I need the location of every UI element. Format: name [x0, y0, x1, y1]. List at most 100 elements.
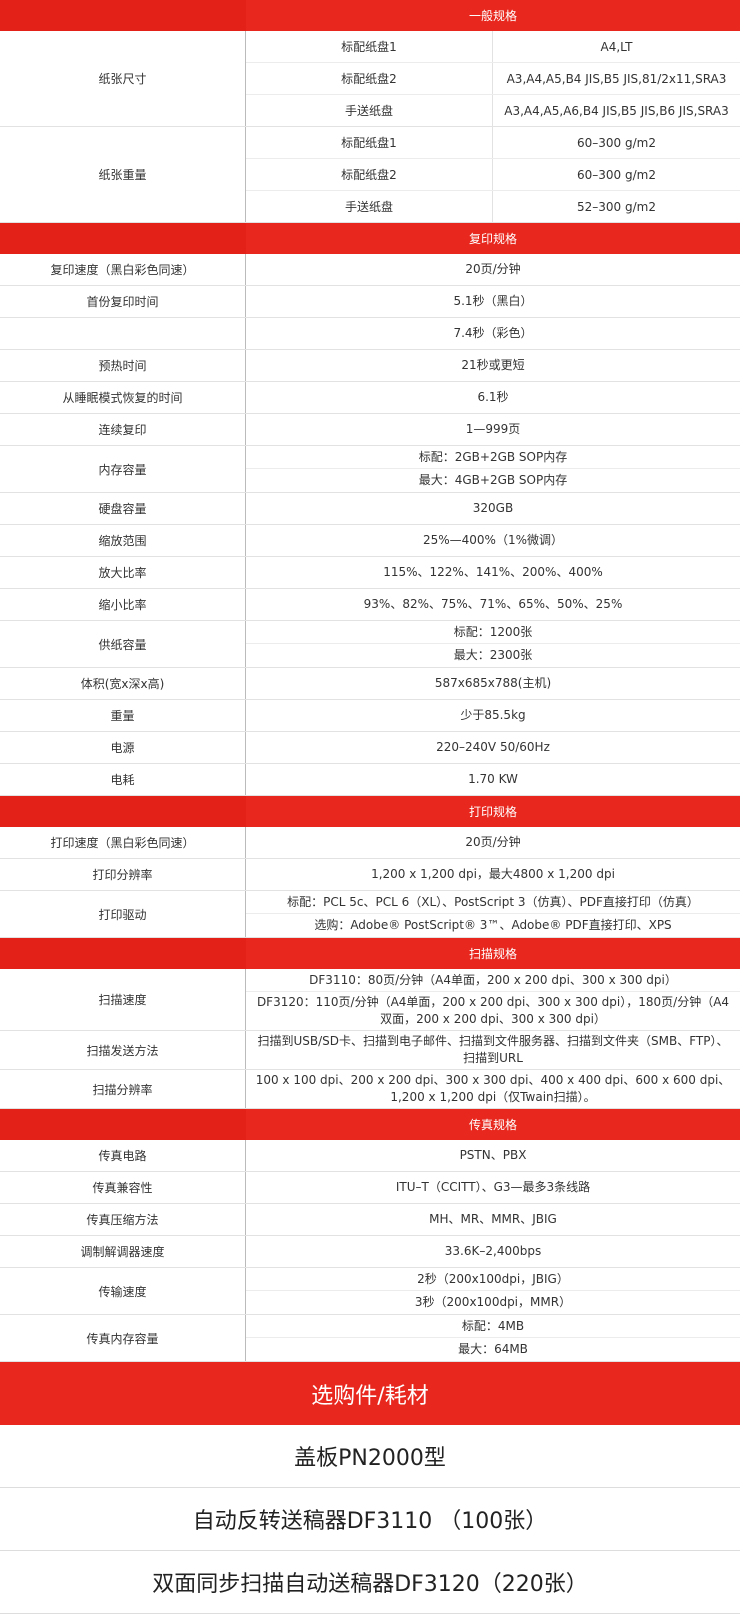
- spec-row: 复印速度（黑白彩色同速） 20页/分钟: [0, 254, 740, 286]
- spec-values: 标配纸盘1 A4,LT 标配纸盘2 A3,A4,A5,B4 JIS,B5 JIS,81…: [246, 31, 740, 126]
- spec-label: 放大比率: [0, 557, 246, 588]
- section-header: 打印规格: [0, 796, 740, 827]
- sub-label: 手送纸盘: [246, 191, 493, 222]
- spec-value: 52–300 g/m2: [577, 199, 656, 214]
- spec-values: 21秒或更短: [246, 350, 740, 381]
- spec-row: 打印驱动 标配：PCL 5c、PCL 6（XL）、PostScript 3（仿真）…: [0, 891, 740, 938]
- spec-values: 20页/分钟: [246, 254, 740, 285]
- spec-values: 少于85.5kg: [246, 700, 740, 731]
- spec-value: 标配：4MB: [246, 1315, 740, 1338]
- spec-label: 调制解调器速度: [0, 1236, 246, 1267]
- spec-values: 标配：PCL 5c、PCL 6（XL）、PostScript 3（仿真）、PDF…: [246, 891, 740, 937]
- spec-value: DF3110：80页/分钟（A4单面，200 x 200 dpi、300 x 3…: [246, 969, 740, 992]
- spec-value: 20页/分钟: [465, 262, 521, 276]
- header-left: [0, 796, 246, 827]
- spec-label: 首份复印时间: [0, 286, 246, 317]
- spec-value: 1,200 x 1,200 dpi，最大4800 x 1,200 dpi: [371, 867, 615, 881]
- sub-row: 标配纸盘1 60–300 g/m2: [246, 127, 740, 159]
- spec-row: 传真兼容性 ITU–T（CCITT）、G3—最多3条线路: [0, 1172, 740, 1204]
- spec-label: 传真电路: [0, 1140, 246, 1171]
- spec-value: 20页/分钟: [465, 835, 521, 849]
- spec-value: 220–240V 50/60Hz: [436, 740, 550, 754]
- spec-values: 标配：2GB+2GB SOP内存 最大：4GB+2GB SOP内存: [246, 446, 740, 492]
- spec-row: 连续复印 1—999页: [0, 414, 740, 446]
- spec-row: 重量 少于85.5kg: [0, 700, 740, 732]
- spec-values: 2秒（200x100dpi，JBIG） 3秒（200x100dpi，MMR）: [246, 1268, 740, 1314]
- spec-label: 扫描分辨率: [0, 1070, 246, 1108]
- spec-row: 传真内存容量 标配：4MB 最大：64MB: [0, 1315, 740, 1362]
- spec-label: [0, 318, 246, 349]
- spec-row: 7.4秒（彩色）: [0, 318, 740, 350]
- spec-value: 最大：64MB: [458, 1342, 528, 1356]
- spec-values: 7.4秒（彩色）: [246, 318, 740, 349]
- spec-value: ITU–T（CCITT）、G3—最多3条线路: [395, 1180, 591, 1194]
- option-item: 双面同步扫描自动送稿器DF3120（220张）: [0, 1551, 740, 1614]
- spec-label: 复印速度（黑白彩色同速）: [0, 254, 246, 285]
- spec-values: PSTN、PBX: [246, 1140, 740, 1171]
- spec-row: 体积(宽x深x高) 587x685x788(主机): [0, 668, 740, 700]
- spec-label: 传真兼容性: [0, 1172, 246, 1203]
- spec-values: DF3110：80页/分钟（A4单面，200 x 200 dpi、300 x 3…: [246, 969, 740, 1030]
- spec-label: 扫描速度: [0, 969, 246, 1030]
- spec-value: 587x685x788(主机): [434, 676, 552, 690]
- spec-value: 1.70 KW: [468, 772, 518, 786]
- spec-values: 1.70 KW: [246, 764, 740, 795]
- header-left: [0, 0, 246, 31]
- spec-value: MH、MR、MMR、JBIG: [429, 1212, 557, 1226]
- spec-value: 33.6K–2,400bps: [444, 1244, 542, 1258]
- option-item: 盖板PN2000型: [0, 1425, 740, 1488]
- spec-row: 首份复印时间 5.1秒（黑白）: [0, 286, 740, 318]
- spec-row: 传输速度 2秒（200x100dpi，JBIG） 3秒（200x100dpi，MMR…: [0, 1268, 740, 1315]
- spec-row: 内存容量 标配：2GB+2GB SOP内存 最大：4GB+2GB SOP内存: [0, 446, 740, 493]
- sub-row: 手送纸盘 A3,A4,A5,A6,B4 JIS,B5 JIS,B6 JIS,SRA…: [246, 95, 740, 126]
- spec-value: 60–300 g/m2: [577, 167, 656, 182]
- spec-values: 320GB: [246, 493, 740, 524]
- spec-row: 放大比率 115%、122%、141%、200%、400%: [0, 557, 740, 589]
- spec-value: 标配：PCL 5c、PCL 6（XL）、PostScript 3（仿真）、PDF…: [246, 891, 740, 914]
- spec-values: 标配：1200张 最大：2300张: [246, 621, 740, 667]
- spec-label: 电耗: [0, 764, 246, 795]
- spec-value: 1—999页: [465, 422, 521, 436]
- spec-value: 扫描到USB/SD卡、扫描到电子邮件、扫描到文件服务器、扫描到文件夹（SMB、F…: [257, 1034, 729, 1065]
- sub-label: 标配纸盘2: [246, 63, 493, 94]
- spec-row: 扫描分辨率 100 x 100 dpi、200 x 200 dpi、300 x 3…: [0, 1070, 740, 1109]
- spec-row: 电耗 1.70 KW: [0, 764, 740, 796]
- section-header: 一般规格: [0, 0, 740, 31]
- section-title: 复印规格: [468, 232, 517, 246]
- spec-label: 供纸容量: [0, 621, 246, 667]
- spec-values: 220–240V 50/60Hz: [246, 732, 740, 763]
- sub-label: 标配纸盘1: [246, 31, 493, 62]
- spec-values: 标配纸盘1 60–300 g/m2 标配纸盘2 60–300 g/m2 手送纸盘 52–3…: [246, 127, 740, 222]
- spec-values: 扫描到USB/SD卡、扫描到电子邮件、扫描到文件服务器、扫描到文件夹（SMB、F…: [246, 1031, 740, 1069]
- spec-label: 体积(宽x深x高): [0, 668, 246, 699]
- spec-label: 连续复印: [0, 414, 246, 445]
- spec-label: 传输速度: [0, 1268, 246, 1314]
- spec-row: 纸张尺寸 标配纸盘1 A4,LT 标配纸盘2 A3,A4,A5,B4 JIS,B5 JI…: [0, 31, 740, 127]
- sub-row: 手送纸盘 52–300 g/m2: [246, 191, 740, 222]
- spec-row: 缩放范围 25%—400%（1%微调）: [0, 525, 740, 557]
- spec-label: 电源: [0, 732, 246, 763]
- sub-label: 手送纸盘: [246, 95, 493, 126]
- spec-value: A3,A4,A5,B4 JIS,B5 JIS,81/2x11,SRA3: [506, 71, 727, 86]
- spec-label: 扫描发送方法: [0, 1031, 246, 1069]
- spec-row: 传真压缩方法 MH、MR、MMR、JBIG: [0, 1204, 740, 1236]
- spec-value: 标配：1200张: [246, 621, 740, 644]
- section-header: 复印规格: [0, 223, 740, 254]
- spec-label: 传真压缩方法: [0, 1204, 246, 1235]
- spec-label: 打印驱动: [0, 891, 246, 937]
- spec-value: 100 x 100 dpi、200 x 200 dpi、300 x 300 dp…: [255, 1073, 731, 1104]
- spec-value: 7.4秒（彩色）: [453, 326, 533, 340]
- spec-value: PSTN、PBX: [459, 1148, 527, 1162]
- spec-value: 2秒（200x100dpi，JBIG）: [246, 1268, 740, 1291]
- spec-label: 缩放范围: [0, 525, 246, 556]
- section-title: 传真规格: [468, 1118, 517, 1132]
- spec-label: 纸张尺寸: [0, 31, 246, 126]
- spec-label: 从睡眠模式恢复的时间: [0, 382, 246, 413]
- header-left: [0, 223, 246, 254]
- spec-row: 供纸容量 标配：1200张 最大：2300张: [0, 621, 740, 668]
- spec-value: A4,LT: [600, 39, 633, 54]
- spec-value: 少于85.5kg: [460, 708, 526, 722]
- spec-values: ITU–T（CCITT）、G3—最多3条线路: [246, 1172, 740, 1203]
- section-title: 一般规格: [468, 9, 517, 23]
